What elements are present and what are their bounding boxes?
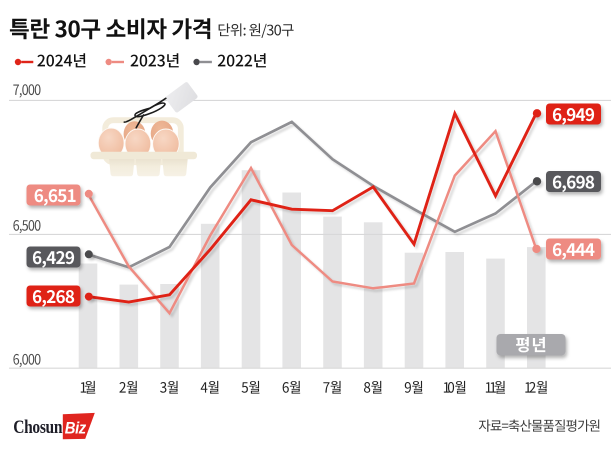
svg-text:Biz: Biz (65, 420, 87, 438)
svg-text:Chosun: Chosun (13, 417, 63, 438)
